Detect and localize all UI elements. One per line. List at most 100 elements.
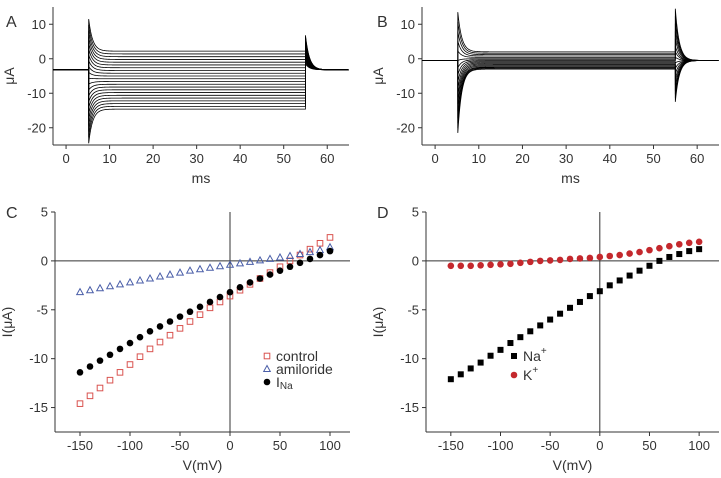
x-tick-label: 50 [276,151,290,166]
data-point [316,239,324,247]
data-point [586,293,593,300]
data-point [76,400,84,407]
data-point [96,357,104,364]
legend-label: amiloride [276,361,333,377]
data-point [185,266,195,274]
series-na [447,246,703,383]
data-point [537,322,544,329]
data-point [507,340,514,347]
data-point [326,234,334,241]
y-tick-label: -15 [400,400,419,415]
y-axis-title: I(μA) [370,307,386,338]
y-tick-label: 10 [32,17,46,32]
data-point [126,361,134,368]
data-point [646,246,653,254]
data-point [236,283,244,291]
data-point [477,261,484,269]
data-point [636,267,643,274]
data-point [695,238,703,246]
y-tick-label: 0 [39,51,46,66]
x-tick-label: 40 [603,151,617,166]
data-point [156,338,164,346]
data-point [675,240,683,248]
data-point [316,251,324,259]
data-point [326,247,334,255]
data-point [126,339,134,347]
data-point [576,255,584,262]
data-point [526,258,534,266]
x-axis-title: ms [192,170,211,186]
data-point [676,251,683,258]
data-point [527,328,534,335]
data-point [165,270,175,278]
data-point [265,254,275,262]
data-point [286,263,294,271]
y-tick-label: -5 [36,302,48,317]
x-tick-label: 100 [319,438,341,453]
data-point [275,252,285,261]
data-point [85,285,95,294]
data-point [696,246,703,253]
x-tick-label: 20 [515,151,529,166]
legend-label: control [276,348,318,364]
panel-letter-a: A [6,14,17,31]
data-point [306,245,314,253]
data-point [295,249,305,258]
x-axis-title: V(mV) [183,457,223,473]
data-point [547,316,554,323]
x-tick-label: 50 [273,438,287,453]
y-tick-label: -10 [400,351,419,366]
current-trace [53,40,349,71]
data-point [176,325,184,332]
data-point [306,255,314,263]
data-point [135,275,145,284]
y-tick-label: -15 [29,400,48,415]
data-point [285,251,295,259]
y-axis-title: I(μA) [0,307,15,338]
data-point [245,257,255,265]
current-trace [53,61,349,132]
data-point [487,352,494,359]
data-point [136,353,144,361]
data-point [616,251,623,259]
data-point [276,267,284,274]
data-point [586,254,594,262]
panel-letter-d: D [377,205,389,222]
data-point [256,275,264,282]
data-point [96,384,104,392]
data-point [497,346,504,353]
data-point [646,262,653,269]
current-trace [53,62,349,144]
current-trace [422,60,719,83]
legend-label: INa [276,374,293,392]
data-point [195,264,205,273]
data-point [467,262,474,270]
current-trace [422,31,719,61]
data-point [76,369,84,376]
data-point [75,287,85,296]
data-point [215,261,225,270]
y-tick-label: -20 [396,120,415,135]
x-tick-label: 40 [233,151,247,166]
legend-marker [511,353,517,359]
legend-label: Na+ [523,346,547,364]
y-tick-label: 10 [401,17,415,32]
data-point [186,318,194,325]
data-point [86,363,94,370]
current-trace [422,8,719,61]
x-tick-label: 50 [646,151,660,166]
x-tick-label: 30 [559,151,573,166]
data-point [125,277,135,286]
data-point [246,279,254,286]
data-point [206,304,214,312]
x-tick-label: 10 [472,151,486,166]
x-tick-label: 20 [146,151,160,166]
data-point [115,279,125,288]
data-point [146,327,154,335]
panel-d: D-150 -100 -50 0 50 100-15-10-505V(mV)I(μA)Na… [370,205,719,473]
data-point [296,259,304,267]
series-i [76,247,334,376]
data-point [226,288,234,296]
data-point [105,281,115,290]
data-point [656,244,663,252]
